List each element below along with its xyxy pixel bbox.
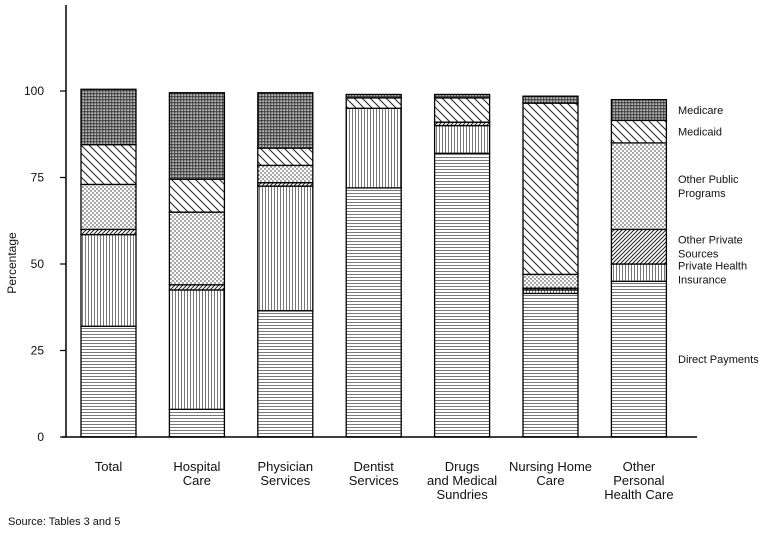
bar-segment xyxy=(168,408,226,438)
source-note: Source: Tables 3 and 5 xyxy=(8,516,120,528)
bar-segment xyxy=(257,147,314,167)
legend-label: Other Private xyxy=(678,235,743,247)
bar-segment xyxy=(522,95,579,104)
bar-segment xyxy=(522,102,579,276)
bar-segment xyxy=(168,92,226,180)
y-axis-ticks: 0 25 50 75 100 xyxy=(24,84,66,444)
bar-segment xyxy=(80,325,137,438)
bar-stack xyxy=(80,88,137,438)
legend-label: Private Health xyxy=(678,261,747,273)
x-tick-label-line: and Medical xyxy=(427,473,497,488)
bar-segment xyxy=(610,280,668,438)
bar-segment xyxy=(168,211,226,286)
bar-segment xyxy=(433,152,491,438)
legend-entry: Other Private Sources xyxy=(678,235,743,261)
bar-segment xyxy=(168,289,226,410)
x-tick-label-line: Services xyxy=(349,473,399,488)
bar-segment xyxy=(345,107,402,189)
y-tick-label: 0 xyxy=(37,430,44,444)
legend-entry: Medicaid xyxy=(678,127,722,139)
bar-segment xyxy=(257,164,314,184)
bar-segment xyxy=(610,263,668,282)
x-tick-label: Physician Services xyxy=(257,459,313,488)
legend-label: Medicaid xyxy=(678,127,722,139)
bar-segment xyxy=(610,119,668,144)
legend-entry: Medicare xyxy=(678,105,723,117)
bar-segment xyxy=(522,273,579,289)
x-tick-label: Total xyxy=(95,459,123,474)
x-tick-label-line: Drugs xyxy=(445,459,480,474)
bar-segment xyxy=(345,97,402,109)
x-tick-label-line: Health Care xyxy=(604,487,673,502)
x-tick-label-line: Sundries xyxy=(436,487,488,502)
x-tick-label: Drugs and Medical Sundries xyxy=(427,459,497,502)
legend-entry: Direct Payments xyxy=(678,354,759,366)
y-tick-label: 100 xyxy=(24,84,44,98)
bar-segment xyxy=(80,233,137,327)
bar-segment xyxy=(80,88,137,146)
bar-stack xyxy=(168,92,226,438)
bar-segment xyxy=(610,228,668,265)
legend-label: Other Public xyxy=(678,174,739,186)
x-tick-label-line: Physician xyxy=(257,459,313,474)
x-tick-label: Hospital Care xyxy=(173,459,220,488)
x-tick-label-line: Personal xyxy=(613,473,664,488)
bar-segment xyxy=(345,187,402,438)
bar-segment xyxy=(433,97,491,123)
y-axis-label: Percentage xyxy=(5,232,19,294)
bar-segment xyxy=(168,178,226,213)
bar-segment xyxy=(610,142,668,231)
bar-stack xyxy=(522,95,579,438)
x-tick-label-line: Other xyxy=(623,459,656,474)
legend-label: Programs xyxy=(678,188,726,200)
bar-stack xyxy=(433,93,491,438)
bar-segment xyxy=(168,284,226,291)
x-tick-label-line: Nursing Home xyxy=(509,459,592,474)
y-tick-label: 75 xyxy=(31,171,45,185)
bar-segment xyxy=(257,310,314,438)
bar-segment xyxy=(257,92,314,149)
x-tick-label: Dentist Services xyxy=(349,459,399,488)
bar-segment xyxy=(610,99,668,122)
x-tick-label-line: Dentist xyxy=(353,459,394,474)
bar-segment xyxy=(80,228,137,236)
bar-segment xyxy=(522,292,579,438)
legend-label: Direct Payments xyxy=(678,354,759,366)
y-tick-label: 50 xyxy=(31,257,45,271)
bar-segment xyxy=(433,124,491,154)
bar-stack xyxy=(610,99,668,438)
bar-segment xyxy=(80,143,137,186)
legend: Direct Payments Private Health Insurance Ot… xyxy=(678,105,759,366)
y-tick-label: 25 xyxy=(31,344,45,358)
bar-segment xyxy=(257,185,314,312)
x-tick-label-line: Total xyxy=(95,459,123,474)
legend-label: Insurance xyxy=(678,275,726,287)
x-tick-label-line: Care xyxy=(183,473,211,488)
bar-segment xyxy=(433,93,491,99)
bar-segment xyxy=(80,183,137,231)
legend-entry: Private Health Insurance xyxy=(678,261,747,287)
bar-stack xyxy=(257,92,314,438)
x-tick-label: Other Personal Health Care xyxy=(604,459,673,502)
legend-label: Medicare xyxy=(678,105,723,117)
bar-segment xyxy=(345,93,402,99)
x-tick-label-line: Hospital xyxy=(173,459,220,474)
x-tick-label-line: Care xyxy=(536,473,564,488)
x-tick-label-line: Services xyxy=(260,473,310,488)
x-tick-label: Nursing Home Care xyxy=(509,459,592,488)
bars xyxy=(80,88,668,438)
legend-label: Sources xyxy=(678,249,719,261)
legend-entry: Other Public Programs xyxy=(678,174,739,200)
bar-stack xyxy=(345,93,402,438)
